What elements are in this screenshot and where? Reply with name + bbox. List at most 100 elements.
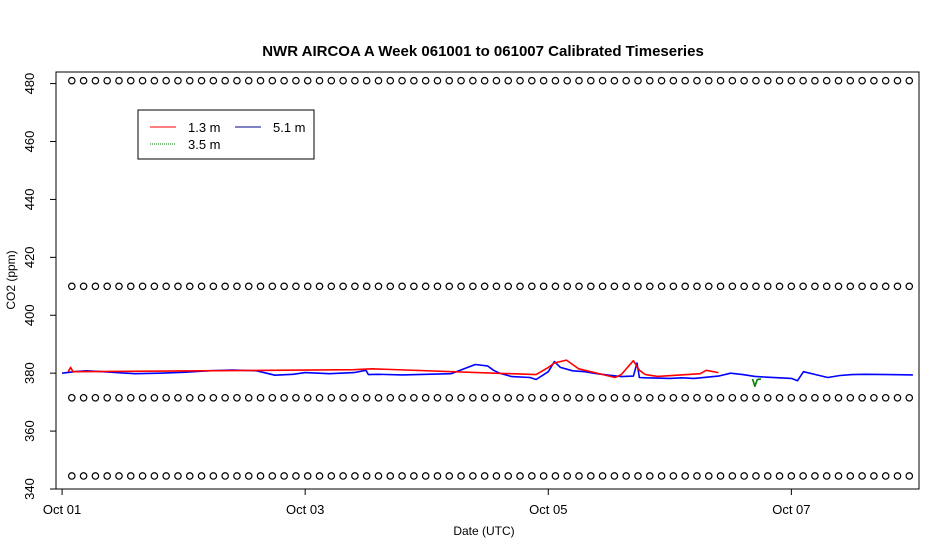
calibration-point	[280, 282, 288, 291]
calibration-point	[303, 472, 312, 480]
y-tick-label: 340	[22, 478, 37, 500]
calibration-point	[445, 76, 454, 85]
calibration-point	[339, 76, 347, 85]
calibration-point	[811, 393, 819, 402]
calibration-point	[763, 472, 772, 480]
calibration-point	[645, 282, 654, 291]
calibration-point	[185, 76, 194, 85]
calibration-point	[763, 393, 772, 402]
calibration-point	[905, 282, 914, 291]
calibration-point	[634, 472, 642, 480]
calibration-point	[492, 282, 501, 291]
calibration-point	[634, 76, 642, 85]
calibration-point	[586, 472, 595, 480]
calibration-point	[504, 472, 513, 480]
calibration-point	[834, 472, 843, 480]
calibration-point	[327, 76, 336, 85]
calibration-point	[351, 393, 359, 402]
calibration-point	[563, 76, 572, 85]
calibration-point	[433, 472, 442, 480]
x-tick-label: Oct 07	[772, 502, 810, 517]
calibration-point	[162, 76, 170, 85]
y-tick-label: 360	[22, 420, 37, 442]
calibration-point	[79, 393, 88, 402]
calibration-point	[846, 76, 855, 85]
calibration-point	[79, 76, 88, 85]
calibration-point	[115, 393, 123, 402]
calibration-point	[657, 282, 666, 291]
calibration-point	[893, 472, 902, 480]
calibration-point	[492, 393, 501, 402]
calibration-point	[209, 76, 218, 85]
calibration-point	[303, 76, 312, 85]
calibration-point	[905, 393, 914, 402]
calibration-point	[740, 393, 748, 402]
calibration-point	[233, 472, 241, 480]
legend-box	[137, 109, 315, 160]
calibration-point	[669, 282, 678, 291]
calibration-point	[528, 472, 536, 480]
calibration-point	[115, 282, 123, 291]
calibration-point	[858, 76, 866, 85]
calibration-point	[480, 472, 489, 480]
calibration-point	[528, 76, 536, 85]
calibration-point	[233, 393, 241, 402]
calibration-point	[693, 282, 701, 291]
calibration-point	[575, 393, 583, 402]
calibration-point	[244, 393, 253, 402]
calibration-point	[598, 472, 607, 480]
calibration-point	[268, 393, 277, 402]
calibration-point	[799, 472, 807, 480]
calibration-point	[622, 282, 630, 291]
calibration-point	[716, 76, 725, 85]
calibration-point	[586, 282, 595, 291]
y-tick-label: 480	[22, 73, 37, 95]
calibration-point	[563, 472, 572, 480]
calibration-point	[563, 393, 572, 402]
calibration-point	[185, 393, 194, 402]
calibration-point	[539, 76, 548, 85]
calibration-point	[740, 282, 748, 291]
calibration-point	[575, 282, 583, 291]
y-axis: 340 360 380 400 420 440 460 480	[22, 73, 56, 500]
calibration-points	[68, 76, 914, 480]
calibration-point	[575, 76, 583, 85]
calibration-point	[870, 472, 878, 480]
calibration-point	[421, 76, 430, 85]
calibration-point	[681, 393, 689, 402]
plot-frame	[55, 71, 920, 490]
calibration-point	[681, 76, 689, 85]
calibration-point	[822, 282, 831, 291]
calibration-point	[138, 76, 147, 85]
calibration-point	[362, 76, 371, 85]
chart-title: NWR AIRCOA A Week 061001 to 061007 Calib…	[262, 43, 704, 60]
calibration-point	[79, 472, 88, 480]
calibration-point	[362, 393, 371, 402]
x-axis-label: Date (UTC)	[453, 524, 514, 538]
calibration-point	[669, 472, 678, 480]
calibration-point	[575, 472, 583, 480]
calibration-point	[410, 472, 418, 480]
calibration-point	[410, 282, 418, 291]
calibration-point	[197, 472, 206, 480]
calibration-point	[268, 76, 277, 85]
calibration-point	[79, 282, 88, 291]
calibration-point	[752, 76, 760, 85]
calibration-point	[138, 472, 147, 480]
calibration-point	[445, 282, 454, 291]
calibration-point	[386, 393, 395, 402]
calibration-point	[728, 282, 737, 291]
calibration-point	[457, 76, 465, 85]
calibration-point	[787, 472, 796, 480]
calibration-point	[457, 472, 465, 480]
calibration-point	[292, 472, 300, 480]
calibration-point	[905, 472, 914, 480]
calibration-point	[622, 472, 630, 480]
x-axis: Oct 01 Oct 03 Oct 05 Oct 07	[43, 489, 811, 517]
calibration-point	[103, 393, 111, 402]
calibration-point	[728, 76, 737, 85]
calibration-point	[126, 282, 135, 291]
calibration-point	[197, 393, 206, 402]
calibration-point	[693, 472, 701, 480]
